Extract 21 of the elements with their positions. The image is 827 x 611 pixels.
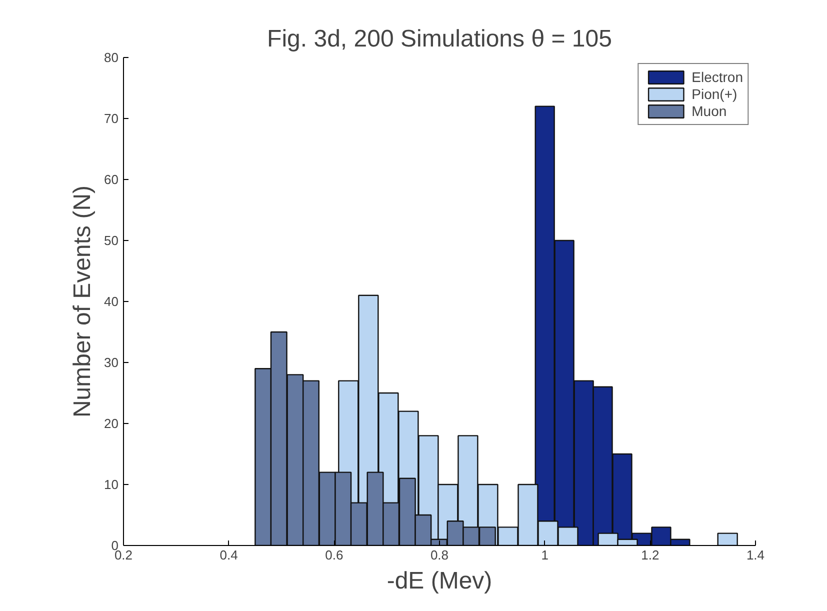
x-axis-title: -dE (Mev)	[386, 568, 492, 594]
legend-label: Muon	[692, 103, 727, 119]
x-tick-label: 1.4	[746, 548, 765, 562]
y-axis-title: Number of Events (N)	[69, 185, 96, 418]
x-tick-label: 1	[541, 548, 548, 562]
chart-title: Fig. 3d, 200 Simulations θ = 105	[267, 26, 612, 52]
legend-label: Pion(+)	[692, 86, 738, 102]
y-tick-label: 40	[104, 294, 119, 309]
y-tick-label: 70	[104, 111, 119, 126]
y-tick-label: 50	[104, 233, 119, 248]
y-tick-label: 10	[104, 477, 119, 492]
legend-label: Electron	[692, 69, 743, 85]
y-tick-label: 60	[104, 172, 119, 187]
x-tick-label: 0.6	[325, 548, 344, 562]
y-tick-label: 80	[104, 50, 119, 65]
x-tick-label: 1.2	[641, 548, 660, 562]
x-tick-label: 0.8	[430, 548, 449, 562]
x-tick-label: 0.4	[220, 548, 238, 562]
bar	[717, 532, 738, 546]
y-tick-label: 20	[104, 416, 119, 431]
y-tick-label: 30	[104, 355, 119, 370]
